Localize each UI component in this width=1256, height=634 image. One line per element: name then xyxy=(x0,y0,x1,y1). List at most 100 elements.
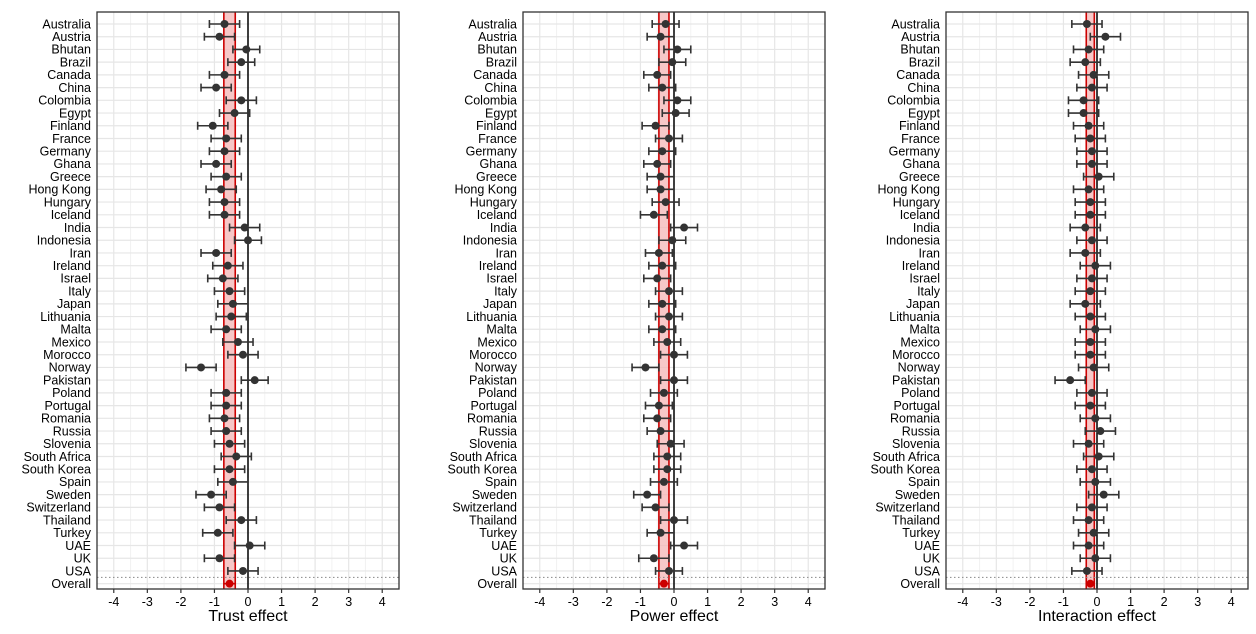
point-estimate xyxy=(1089,528,1098,537)
point-estimate xyxy=(1087,159,1096,168)
country-label: Norway xyxy=(49,361,92,375)
country-label: Ghana xyxy=(53,157,91,171)
country-label: Turkey xyxy=(902,526,940,540)
point-estimate xyxy=(232,452,241,461)
point-estimate xyxy=(1084,516,1093,525)
point-estimate xyxy=(215,503,224,512)
country-label: Germany xyxy=(889,145,941,159)
point-estimate xyxy=(658,299,667,308)
point-estimate xyxy=(659,388,668,397)
country-label: France xyxy=(52,132,91,146)
country-label: Israel xyxy=(60,272,91,286)
country-label: Lithuania xyxy=(40,310,91,324)
country-label: Morocco xyxy=(469,348,517,362)
x-tick-label: 3 xyxy=(771,595,778,609)
country-label: Morocco xyxy=(892,348,940,362)
country-label: Russia xyxy=(53,424,91,438)
point-estimate xyxy=(1086,350,1095,359)
point-estimate xyxy=(1082,566,1091,575)
point-estimate xyxy=(225,465,234,474)
country-label: Thailand xyxy=(469,513,517,527)
point-estimate xyxy=(643,490,652,499)
x-tick-label: 3 xyxy=(1194,595,1201,609)
x-tick-label: -2 xyxy=(175,595,186,609)
point-estimate xyxy=(656,172,665,181)
overall-point-estimate xyxy=(659,579,668,588)
point-estimate xyxy=(228,299,237,308)
country-label: Egypt xyxy=(59,106,91,120)
country-label: Lithuania xyxy=(889,310,940,324)
point-estimate xyxy=(664,312,673,321)
point-estimate xyxy=(649,554,658,563)
country-label: Indonesia xyxy=(886,234,940,248)
country-label: Portugal xyxy=(893,399,940,413)
x-axis-title: Interaction effect xyxy=(1038,608,1157,625)
country-label: Austria xyxy=(52,30,91,44)
country-label: Spain xyxy=(908,475,940,489)
country-label: Italy xyxy=(494,284,518,298)
country-label: Brazil xyxy=(486,55,517,69)
x-tick-label: 3 xyxy=(345,595,352,609)
country-label: Thailand xyxy=(43,513,91,527)
point-estimate xyxy=(656,427,665,436)
country-label: Colombia xyxy=(464,94,517,108)
point-estimate xyxy=(1087,274,1096,283)
country-label: UAE xyxy=(914,539,940,553)
country-label: Egypt xyxy=(908,106,940,120)
forest-panel-2: AustraliaAustriaBhutanBrazilCanadaChinaC… xyxy=(448,11,826,625)
country-label: Colombia xyxy=(887,94,940,108)
point-estimate xyxy=(222,401,231,410)
point-estimate xyxy=(225,287,234,296)
country-label: Iceland xyxy=(477,208,517,222)
country-label: South Africa xyxy=(450,450,517,464)
point-estimate xyxy=(654,248,663,257)
point-estimate xyxy=(1086,401,1095,410)
overall-label: Overall xyxy=(51,577,91,591)
point-estimate xyxy=(222,427,231,436)
country-label: Pakistan xyxy=(469,373,517,387)
point-estimate xyxy=(220,198,229,207)
x-tick-label: -4 xyxy=(534,595,545,609)
point-estimate xyxy=(197,363,206,372)
country-label: Israel xyxy=(486,272,517,286)
country-label: Switzerland xyxy=(26,501,91,515)
country-label: India xyxy=(490,221,517,235)
country-label: Pakistan xyxy=(892,373,940,387)
x-tick-label: 1 xyxy=(1127,595,1134,609)
point-estimate xyxy=(1091,261,1100,270)
country-label: Ireland xyxy=(902,259,940,273)
point-estimate xyxy=(1079,109,1088,118)
point-estimate xyxy=(217,185,226,194)
point-estimate xyxy=(250,376,259,385)
country-label: Malta xyxy=(60,323,91,337)
country-label: Japan xyxy=(483,297,517,311)
point-estimate xyxy=(220,147,229,156)
point-estimate xyxy=(1086,287,1095,296)
point-estimate xyxy=(671,109,680,118)
country-label: India xyxy=(913,221,940,235)
point-estimate xyxy=(1086,312,1095,321)
point-estimate xyxy=(673,45,682,54)
country-label: Lithuania xyxy=(466,310,517,324)
country-label: UK xyxy=(500,552,518,566)
overall-point-estimate xyxy=(225,579,234,588)
point-estimate xyxy=(213,528,222,537)
country-label: Finland xyxy=(50,119,91,133)
point-estimate xyxy=(1084,541,1093,550)
point-estimate xyxy=(673,96,682,105)
country-label: Romania xyxy=(467,412,517,426)
country-label: Iran xyxy=(69,246,91,260)
point-estimate xyxy=(651,503,660,512)
point-estimate xyxy=(653,414,662,423)
point-estimate xyxy=(1099,490,1108,499)
country-label: Australia xyxy=(468,17,517,31)
country-label: UAE xyxy=(491,539,517,553)
country-label: Turkey xyxy=(53,526,91,540)
country-label: Romania xyxy=(890,412,940,426)
point-estimate xyxy=(653,274,662,283)
x-tick-label: -2 xyxy=(601,595,612,609)
point-estimate xyxy=(1087,503,1096,512)
country-label: Sweden xyxy=(895,488,940,502)
country-label: Slovenia xyxy=(469,437,517,451)
